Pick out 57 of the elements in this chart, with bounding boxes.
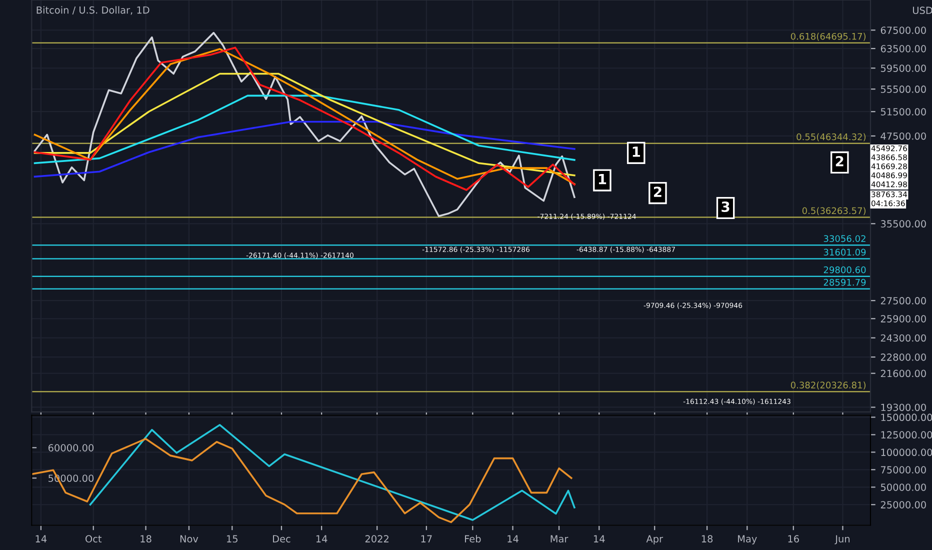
y-tick-label: 150000.00 [881, 414, 932, 422]
y-tick-label: 50000.00 [880, 484, 926, 491]
x-tick-label: 14 [316, 535, 328, 542]
x-tick-label: Feb [465, 534, 481, 542]
line-series [34, 94, 576, 164]
y2-tick-label: 60000.00 [48, 444, 94, 452]
y-tick-label: 67500.00 [880, 26, 926, 34]
y-tick-label: 100000.00 [881, 448, 932, 456]
ref-line-label: 0.5(36263.57) [802, 207, 866, 216]
y-tick-label: 22800.00 [880, 354, 926, 361]
y-tick-label: 35500.00 [880, 220, 926, 228]
annotation: 1 [598, 174, 606, 184]
y-tick-label: 63500.00 [880, 45, 926, 52]
y-tick-label: 47500.00 [880, 132, 926, 140]
x-tick-label: Mar [550, 535, 568, 542]
annotation: 2 [836, 156, 844, 166]
annotation: 3 [722, 201, 730, 212]
ref-line-label: 29800.60 [824, 266, 866, 274]
ref-line-label: 31601.09 [824, 248, 866, 256]
y-tick-label: 25000.00 [880, 501, 926, 508]
text: Bitcoin / U.S. Dollar, 1D [36, 6, 150, 15]
x-tick-label: 14 [508, 535, 518, 542]
line-series [34, 72, 576, 176]
ref-line-label: 0.382(20326.81) [790, 382, 866, 390]
y-tick-label: 19300.00 [881, 404, 926, 412]
x-tick-label: Nov [180, 535, 198, 542]
y-tick-label: 51500.00 [880, 108, 926, 116]
ref-line-label: 33056.02 [824, 235, 866, 242]
y-axis-title: USD [913, 6, 932, 14]
line-series [32, 438, 572, 524]
y-tick-label: 55500.00 [880, 86, 926, 93]
x-tick-label: May [738, 535, 757, 544]
y-tick-label: 125000.00 [881, 431, 932, 439]
x-tick-label: Oct [86, 535, 102, 542]
y-tick-label: 27500.00 [880, 297, 926, 304]
y-tick-label: 24300.00 [880, 334, 926, 342]
x-tick-label: Dec [273, 535, 290, 542]
x-tick-label: 2022 [365, 535, 388, 542]
ref-line-label: 0.618(64695.17) [790, 32, 866, 41]
x-tick-label: 16 [788, 535, 799, 542]
x-tick-label: 14 [594, 535, 605, 542]
line-series [34, 120, 576, 178]
ref-line-label: 28591.79 [824, 278, 866, 286]
y-tick-label: 59500.00 [880, 64, 926, 72]
x-tick-label: 15 [227, 535, 238, 542]
x-tick-label: Jun [834, 535, 850, 544]
y-tick-label: 25900.00 [880, 315, 926, 322]
ref-line-label: 0.55(46344.32) [796, 133, 866, 142]
y-tick-label: 75000.00 [881, 466, 926, 474]
annotation: 2 [654, 186, 662, 197]
x-tick-label: 14 [36, 535, 47, 542]
x-tick-label: Apr [646, 535, 664, 544]
annotation: 1 [632, 146, 640, 157]
x-tick-label: 17 [421, 535, 432, 542]
x-tick-label: 18 [140, 535, 152, 542]
y-tick-label: 21600.00 [880, 370, 926, 378]
x-tick-label: 18 [702, 535, 713, 542]
